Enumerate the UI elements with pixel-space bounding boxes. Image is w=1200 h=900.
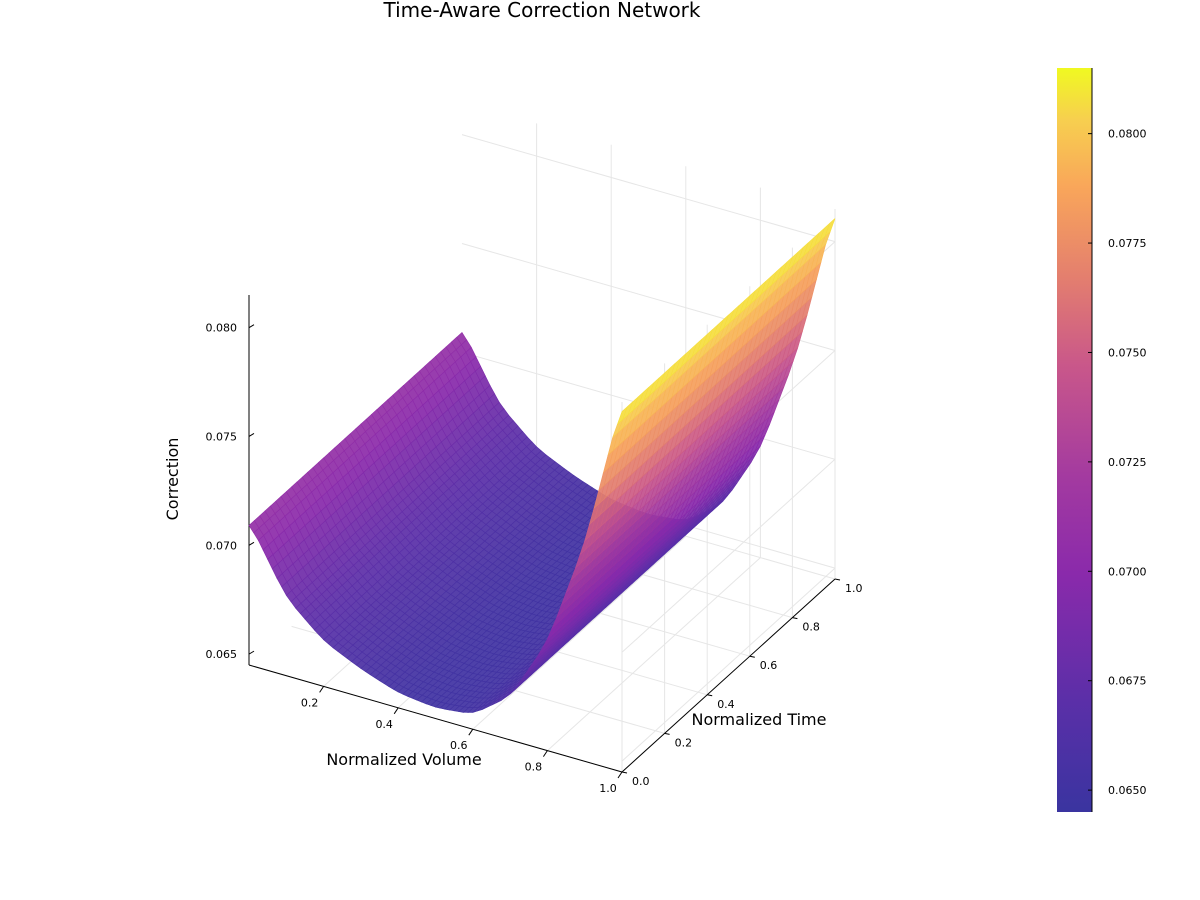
z-tick-label: 0.070 <box>206 539 238 552</box>
z-tick <box>248 324 255 329</box>
colorbar-tick-label: 0.0650 <box>1108 784 1147 797</box>
x-tick-label: 0.4 <box>375 718 393 731</box>
grid-line-floor-x <box>547 557 761 751</box>
axes <box>248 295 836 773</box>
y-tick <box>707 694 713 697</box>
z-tick-label: 0.065 <box>206 648 238 661</box>
surface-patch <box>617 406 628 425</box>
colorbar-tick-label: 0.0675 <box>1108 675 1147 688</box>
colorbar: 0.0650 0.0675 0.0700 0.0725 0.0750 0.0775 0.08… <box>1057 68 1147 812</box>
y-axis-line <box>621 578 836 773</box>
y-tick-label: 0.6 <box>760 659 778 672</box>
z-tick-label: 0.075 <box>206 430 238 443</box>
chart-title: Time-Aware Correction Network <box>383 0 701 22</box>
grid-line-back-z <box>461 134 836 243</box>
y-tick-label: 0.2 <box>675 736 693 749</box>
x-tick <box>468 728 474 736</box>
tick-labels: 0.2 0.4 0.6 0.8 1.0 0.0 0.2 0.4 0.6 0.8 1.0 0.065 0.… <box>206 322 863 795</box>
y-tick <box>749 655 755 658</box>
colorbar-gradient <box>1057 68 1092 812</box>
y-tick <box>792 617 798 620</box>
y-tick-label: 0.8 <box>802 621 820 634</box>
x-tick <box>542 750 548 757</box>
y-tick-label: 0.0 <box>632 775 650 788</box>
colorbar-tick-label: 0.0725 <box>1108 456 1147 469</box>
y-tick-label: 0.4 <box>717 698 735 711</box>
colorbar-tick-label: 0.0775 <box>1108 237 1147 250</box>
y-tick <box>834 578 841 581</box>
grid-line-floor-x <box>472 535 687 730</box>
y-tick <box>664 732 670 735</box>
x-axis-label: Normalized Volume <box>326 750 481 769</box>
colorbar-tick-label: 0.0800 <box>1108 128 1147 141</box>
z-axis-label: Correction <box>163 438 182 521</box>
y-axis-label: Normalized Time <box>692 710 827 729</box>
x-tick-label: 0.2 <box>301 696 319 709</box>
surface <box>248 218 836 713</box>
colorbar-tick-label: 0.0700 <box>1108 565 1147 578</box>
x-tick <box>393 707 399 715</box>
y-tick <box>621 771 628 774</box>
x-tick <box>319 686 325 693</box>
x-tick-label: 0.6 <box>450 739 468 752</box>
x-tick-label: 0.8 <box>525 761 543 774</box>
x-axis-line <box>248 664 623 773</box>
z-tick <box>248 433 255 437</box>
y-tick-label: 1.0 <box>845 582 863 595</box>
x-tick-label: 1.0 <box>599 782 617 795</box>
grid-line-side-z <box>621 458 836 653</box>
colorbar-tick-label: 0.0750 <box>1108 346 1147 359</box>
z-tick-label: 0.080 <box>206 322 238 335</box>
z-tick <box>248 541 255 546</box>
z-tick <box>248 650 255 655</box>
x-tick <box>617 771 623 779</box>
grid-line-side-z <box>621 567 836 762</box>
